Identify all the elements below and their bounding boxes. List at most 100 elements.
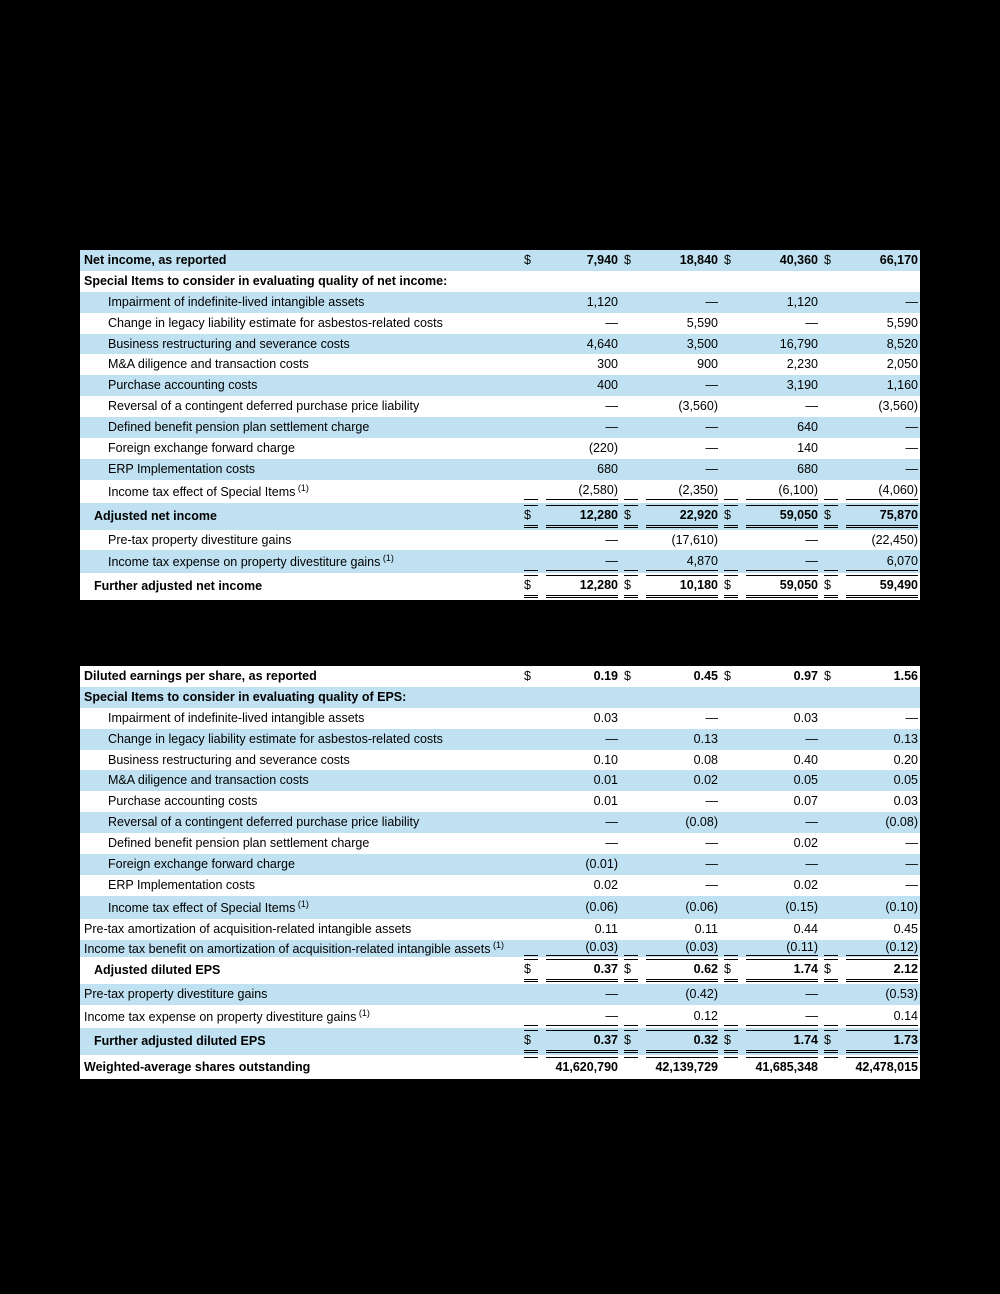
currency-symbol — [520, 750, 542, 771]
currency-symbol — [820, 459, 842, 480]
currency-symbol — [720, 271, 742, 292]
currency-symbol — [720, 812, 742, 833]
currency-symbol — [720, 750, 742, 771]
currency-symbol: $ — [520, 503, 542, 530]
cell-value — [742, 687, 820, 708]
currency-symbol — [620, 292, 642, 313]
table-row: Impairment of indefinite-lived intangibl… — [80, 708, 920, 729]
currency-symbol — [620, 833, 642, 854]
currency-symbol — [720, 480, 742, 503]
table-row: ERP Implementation costs680—680— — [80, 459, 920, 480]
cell-value: 0.62 — [642, 957, 720, 984]
currency-symbol: $ — [620, 250, 642, 271]
cell-value: — — [842, 875, 920, 896]
row-label: Change in legacy liability estimate for … — [80, 729, 520, 750]
row-label: Change in legacy liability estimate for … — [80, 313, 520, 334]
cell-value: 12,280 — [542, 573, 620, 600]
row-label: Purchase accounting costs — [80, 375, 520, 396]
cell-value: 680 — [542, 459, 620, 480]
row-label: Defined benefit pension plan settlement … — [80, 833, 520, 854]
cell-value: (0.08) — [842, 812, 920, 833]
currency-symbol — [820, 480, 842, 503]
table-row: M&A diligence and transaction costs0.010… — [80, 770, 920, 791]
currency-symbol — [720, 984, 742, 1005]
currency-symbol — [720, 875, 742, 896]
currency-symbol: $ — [620, 573, 642, 600]
currency-symbol — [520, 896, 542, 919]
cell-value: (2,350) — [642, 480, 720, 503]
currency-symbol: $ — [520, 573, 542, 600]
currency-symbol — [720, 375, 742, 396]
cell-value: 1.74 — [742, 957, 820, 984]
currency-symbol — [720, 708, 742, 729]
table-row: ERP Implementation costs0.02—0.02— — [80, 875, 920, 896]
currency-symbol — [520, 417, 542, 438]
cell-value: — — [642, 708, 720, 729]
cell-value: — — [642, 459, 720, 480]
table-row: Special Items to consider in evaluating … — [80, 271, 920, 292]
currency-symbol — [820, 770, 842, 791]
table-row: Reversal of a contingent deferred purcha… — [80, 812, 920, 833]
cell-value: 0.13 — [842, 729, 920, 750]
currency-symbol — [720, 530, 742, 551]
currency-symbol — [820, 1055, 842, 1079]
cell-value: 3,500 — [642, 334, 720, 355]
currency-symbol — [820, 791, 842, 812]
currency-symbol — [820, 984, 842, 1005]
row-label: Income tax benefit on amortization of ac… — [80, 940, 520, 958]
currency-symbol: $ — [720, 573, 742, 600]
cell-value: 0.37 — [542, 1028, 620, 1055]
cell-value: 10,180 — [642, 573, 720, 600]
currency-symbol: $ — [520, 250, 542, 271]
currency-symbol — [520, 375, 542, 396]
table-row: Purchase accounting costs400—3,1901,160 — [80, 375, 920, 396]
currency-symbol — [820, 313, 842, 334]
currency-symbol — [620, 896, 642, 919]
cell-value — [842, 271, 920, 292]
currency-symbol — [520, 313, 542, 334]
currency-symbol — [620, 919, 642, 940]
cell-value: — — [642, 375, 720, 396]
cell-value: 6,070 — [842, 550, 920, 573]
currency-symbol — [620, 708, 642, 729]
currency-symbol — [620, 940, 642, 958]
currency-symbol — [820, 940, 842, 958]
row-label: Income tax expense on property divestitu… — [80, 1005, 520, 1028]
currency-symbol — [820, 271, 842, 292]
currency-symbol — [620, 687, 642, 708]
table-row: Further adjusted net income$12,280$10,18… — [80, 573, 920, 600]
currency-symbol — [820, 896, 842, 919]
row-label: Purchase accounting costs — [80, 791, 520, 812]
currency-symbol — [520, 530, 542, 551]
cell-value: 42,478,015 — [842, 1055, 920, 1079]
cell-value: 0.14 — [842, 1005, 920, 1028]
currency-symbol: $ — [520, 666, 542, 687]
currency-symbol — [520, 459, 542, 480]
currency-symbol — [720, 550, 742, 573]
cell-value: (0.06) — [642, 896, 720, 919]
table-row: Foreign exchange forward charge(220)—140… — [80, 438, 920, 459]
cell-value: 4,640 — [542, 334, 620, 355]
cell-value: — — [642, 875, 720, 896]
cell-value: — — [542, 1005, 620, 1028]
cell-value: 0.07 — [742, 791, 820, 812]
cell-value: 1.73 — [842, 1028, 920, 1055]
currency-symbol: $ — [720, 503, 742, 530]
currency-symbol — [620, 854, 642, 875]
currency-symbol — [820, 375, 842, 396]
currency-symbol — [620, 334, 642, 355]
row-label: Foreign exchange forward charge — [80, 854, 520, 875]
cell-value: — — [542, 812, 620, 833]
cell-value: — — [742, 984, 820, 1005]
page: Net income, as reported$7,940$18,840$40,… — [0, 0, 1000, 1294]
cell-value: 0.01 — [542, 791, 620, 812]
row-label: Net income, as reported — [80, 250, 520, 271]
cell-value: (0.06) — [542, 896, 620, 919]
table-row: Weighted-average shares outstanding 41,6… — [80, 1055, 920, 1079]
currency-symbol — [620, 396, 642, 417]
currency-symbol — [720, 313, 742, 334]
currency-symbol — [520, 919, 542, 940]
table-row: Business restructuring and severance cos… — [80, 334, 920, 355]
currency-symbol — [520, 396, 542, 417]
cell-value: 12,280 — [542, 503, 620, 530]
